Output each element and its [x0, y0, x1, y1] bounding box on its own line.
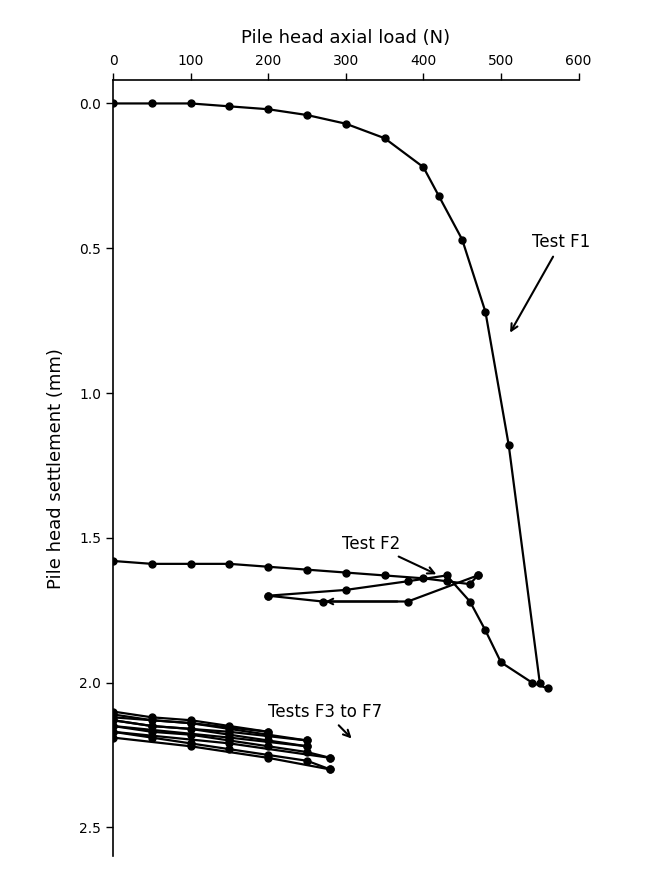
Text: Test F2: Test F2: [342, 534, 434, 574]
Y-axis label: Pile head settlement (mm): Pile head settlement (mm): [47, 348, 65, 589]
Text: Test F1: Test F1: [511, 234, 591, 331]
X-axis label: Pile head axial load (N): Pile head axial load (N): [241, 29, 450, 47]
Text: Tests F3 to F7: Tests F3 to F7: [268, 703, 382, 737]
